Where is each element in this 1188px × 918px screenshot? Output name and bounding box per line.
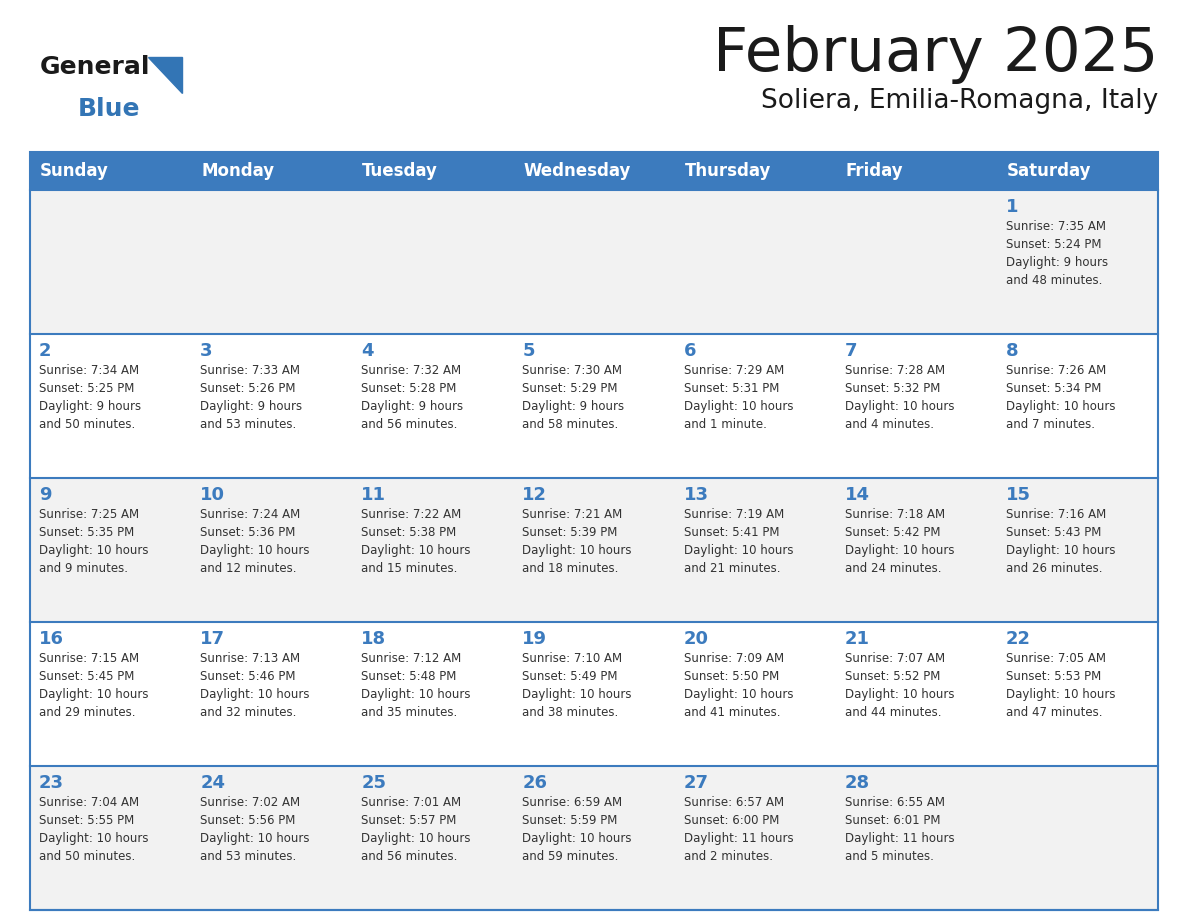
Bar xyxy=(30,152,1158,910)
Text: Sunrise: 7:35 AM
Sunset: 5:24 PM
Daylight: 9 hours
and 48 minutes.: Sunrise: 7:35 AM Sunset: 5:24 PM Dayligh… xyxy=(1006,220,1108,287)
Text: 16: 16 xyxy=(39,630,64,648)
Text: Sunrise: 7:07 AM
Sunset: 5:52 PM
Daylight: 10 hours
and 44 minutes.: Sunrise: 7:07 AM Sunset: 5:52 PM Dayligh… xyxy=(845,652,954,719)
Text: Sunday: Sunday xyxy=(40,162,109,180)
Text: Sunrise: 7:33 AM
Sunset: 5:26 PM
Daylight: 9 hours
and 53 minutes.: Sunrise: 7:33 AM Sunset: 5:26 PM Dayligh… xyxy=(200,364,302,431)
Text: Sunrise: 7:04 AM
Sunset: 5:55 PM
Daylight: 10 hours
and 50 minutes.: Sunrise: 7:04 AM Sunset: 5:55 PM Dayligh… xyxy=(39,796,148,863)
Text: 3: 3 xyxy=(200,342,213,360)
Text: 8: 8 xyxy=(1006,342,1018,360)
Text: Sunrise: 7:01 AM
Sunset: 5:57 PM
Daylight: 10 hours
and 56 minutes.: Sunrise: 7:01 AM Sunset: 5:57 PM Dayligh… xyxy=(361,796,470,863)
Text: 23: 23 xyxy=(39,774,64,792)
Text: February 2025: February 2025 xyxy=(713,25,1158,84)
Text: Tuesday: Tuesday xyxy=(362,162,438,180)
Text: Sunrise: 7:22 AM
Sunset: 5:38 PM
Daylight: 10 hours
and 15 minutes.: Sunrise: 7:22 AM Sunset: 5:38 PM Dayligh… xyxy=(361,508,470,575)
Text: Sunrise: 7:13 AM
Sunset: 5:46 PM
Daylight: 10 hours
and 32 minutes.: Sunrise: 7:13 AM Sunset: 5:46 PM Dayligh… xyxy=(200,652,310,719)
Bar xyxy=(30,766,1158,910)
Text: Sunrise: 7:24 AM
Sunset: 5:36 PM
Daylight: 10 hours
and 12 minutes.: Sunrise: 7:24 AM Sunset: 5:36 PM Dayligh… xyxy=(200,508,310,575)
Text: Sunrise: 7:18 AM
Sunset: 5:42 PM
Daylight: 10 hours
and 24 minutes.: Sunrise: 7:18 AM Sunset: 5:42 PM Dayligh… xyxy=(845,508,954,575)
Text: Saturday: Saturday xyxy=(1007,162,1092,180)
Bar xyxy=(30,334,1158,478)
Text: Sunrise: 7:32 AM
Sunset: 5:28 PM
Daylight: 9 hours
and 56 minutes.: Sunrise: 7:32 AM Sunset: 5:28 PM Dayligh… xyxy=(361,364,463,431)
Text: Sunrise: 7:15 AM
Sunset: 5:45 PM
Daylight: 10 hours
and 29 minutes.: Sunrise: 7:15 AM Sunset: 5:45 PM Dayligh… xyxy=(39,652,148,719)
Text: 13: 13 xyxy=(683,486,708,504)
Text: 10: 10 xyxy=(200,486,226,504)
Text: Sunrise: 7:29 AM
Sunset: 5:31 PM
Daylight: 10 hours
and 1 minute.: Sunrise: 7:29 AM Sunset: 5:31 PM Dayligh… xyxy=(683,364,794,431)
Text: Monday: Monday xyxy=(201,162,274,180)
Text: 26: 26 xyxy=(523,774,548,792)
Text: Sunrise: 7:34 AM
Sunset: 5:25 PM
Daylight: 9 hours
and 50 minutes.: Sunrise: 7:34 AM Sunset: 5:25 PM Dayligh… xyxy=(39,364,141,431)
Bar xyxy=(30,152,1158,190)
Text: Sunrise: 7:25 AM
Sunset: 5:35 PM
Daylight: 10 hours
and 9 minutes.: Sunrise: 7:25 AM Sunset: 5:35 PM Dayligh… xyxy=(39,508,148,575)
Text: 12: 12 xyxy=(523,486,548,504)
Text: 24: 24 xyxy=(200,774,226,792)
Text: 7: 7 xyxy=(845,342,858,360)
Bar xyxy=(30,478,1158,622)
Text: 28: 28 xyxy=(845,774,870,792)
Text: 25: 25 xyxy=(361,774,386,792)
Text: 20: 20 xyxy=(683,630,708,648)
Text: Sunrise: 7:26 AM
Sunset: 5:34 PM
Daylight: 10 hours
and 7 minutes.: Sunrise: 7:26 AM Sunset: 5:34 PM Dayligh… xyxy=(1006,364,1116,431)
Text: 15: 15 xyxy=(1006,486,1031,504)
Text: Blue: Blue xyxy=(78,97,140,121)
Text: Sunrise: 7:10 AM
Sunset: 5:49 PM
Daylight: 10 hours
and 38 minutes.: Sunrise: 7:10 AM Sunset: 5:49 PM Dayligh… xyxy=(523,652,632,719)
Text: 27: 27 xyxy=(683,774,708,792)
Text: 6: 6 xyxy=(683,342,696,360)
Text: Sunrise: 7:19 AM
Sunset: 5:41 PM
Daylight: 10 hours
and 21 minutes.: Sunrise: 7:19 AM Sunset: 5:41 PM Dayligh… xyxy=(683,508,794,575)
Text: 9: 9 xyxy=(39,486,51,504)
Text: Sunrise: 6:55 AM
Sunset: 6:01 PM
Daylight: 11 hours
and 5 minutes.: Sunrise: 6:55 AM Sunset: 6:01 PM Dayligh… xyxy=(845,796,954,863)
Bar xyxy=(30,622,1158,766)
Text: Sunrise: 7:09 AM
Sunset: 5:50 PM
Daylight: 10 hours
and 41 minutes.: Sunrise: 7:09 AM Sunset: 5:50 PM Dayligh… xyxy=(683,652,794,719)
Text: 18: 18 xyxy=(361,630,386,648)
Text: Sunrise: 7:16 AM
Sunset: 5:43 PM
Daylight: 10 hours
and 26 minutes.: Sunrise: 7:16 AM Sunset: 5:43 PM Dayligh… xyxy=(1006,508,1116,575)
Text: 14: 14 xyxy=(845,486,870,504)
Polygon shape xyxy=(148,57,182,93)
Text: 11: 11 xyxy=(361,486,386,504)
Text: Sunrise: 7:05 AM
Sunset: 5:53 PM
Daylight: 10 hours
and 47 minutes.: Sunrise: 7:05 AM Sunset: 5:53 PM Dayligh… xyxy=(1006,652,1116,719)
Text: 17: 17 xyxy=(200,630,226,648)
Text: Sunrise: 7:12 AM
Sunset: 5:48 PM
Daylight: 10 hours
and 35 minutes.: Sunrise: 7:12 AM Sunset: 5:48 PM Dayligh… xyxy=(361,652,470,719)
Text: 2: 2 xyxy=(39,342,51,360)
Bar xyxy=(30,190,1158,334)
Text: General: General xyxy=(40,55,151,79)
Text: Sunrise: 6:57 AM
Sunset: 6:00 PM
Daylight: 11 hours
and 2 minutes.: Sunrise: 6:57 AM Sunset: 6:00 PM Dayligh… xyxy=(683,796,794,863)
Text: 4: 4 xyxy=(361,342,374,360)
Text: Sunrise: 7:02 AM
Sunset: 5:56 PM
Daylight: 10 hours
and 53 minutes.: Sunrise: 7:02 AM Sunset: 5:56 PM Dayligh… xyxy=(200,796,310,863)
Text: Sunrise: 7:21 AM
Sunset: 5:39 PM
Daylight: 10 hours
and 18 minutes.: Sunrise: 7:21 AM Sunset: 5:39 PM Dayligh… xyxy=(523,508,632,575)
Text: Sunrise: 6:59 AM
Sunset: 5:59 PM
Daylight: 10 hours
and 59 minutes.: Sunrise: 6:59 AM Sunset: 5:59 PM Dayligh… xyxy=(523,796,632,863)
Text: 22: 22 xyxy=(1006,630,1031,648)
Text: Friday: Friday xyxy=(846,162,903,180)
Text: Wednesday: Wednesday xyxy=(524,162,631,180)
Text: 1: 1 xyxy=(1006,198,1018,216)
Text: 21: 21 xyxy=(845,630,870,648)
Text: Sunrise: 7:30 AM
Sunset: 5:29 PM
Daylight: 9 hours
and 58 minutes.: Sunrise: 7:30 AM Sunset: 5:29 PM Dayligh… xyxy=(523,364,625,431)
Text: Thursday: Thursday xyxy=(684,162,771,180)
Text: Sunrise: 7:28 AM
Sunset: 5:32 PM
Daylight: 10 hours
and 4 minutes.: Sunrise: 7:28 AM Sunset: 5:32 PM Dayligh… xyxy=(845,364,954,431)
Text: Soliera, Emilia-Romagna, Italy: Soliera, Emilia-Romagna, Italy xyxy=(760,88,1158,114)
Text: 19: 19 xyxy=(523,630,548,648)
Text: 5: 5 xyxy=(523,342,535,360)
